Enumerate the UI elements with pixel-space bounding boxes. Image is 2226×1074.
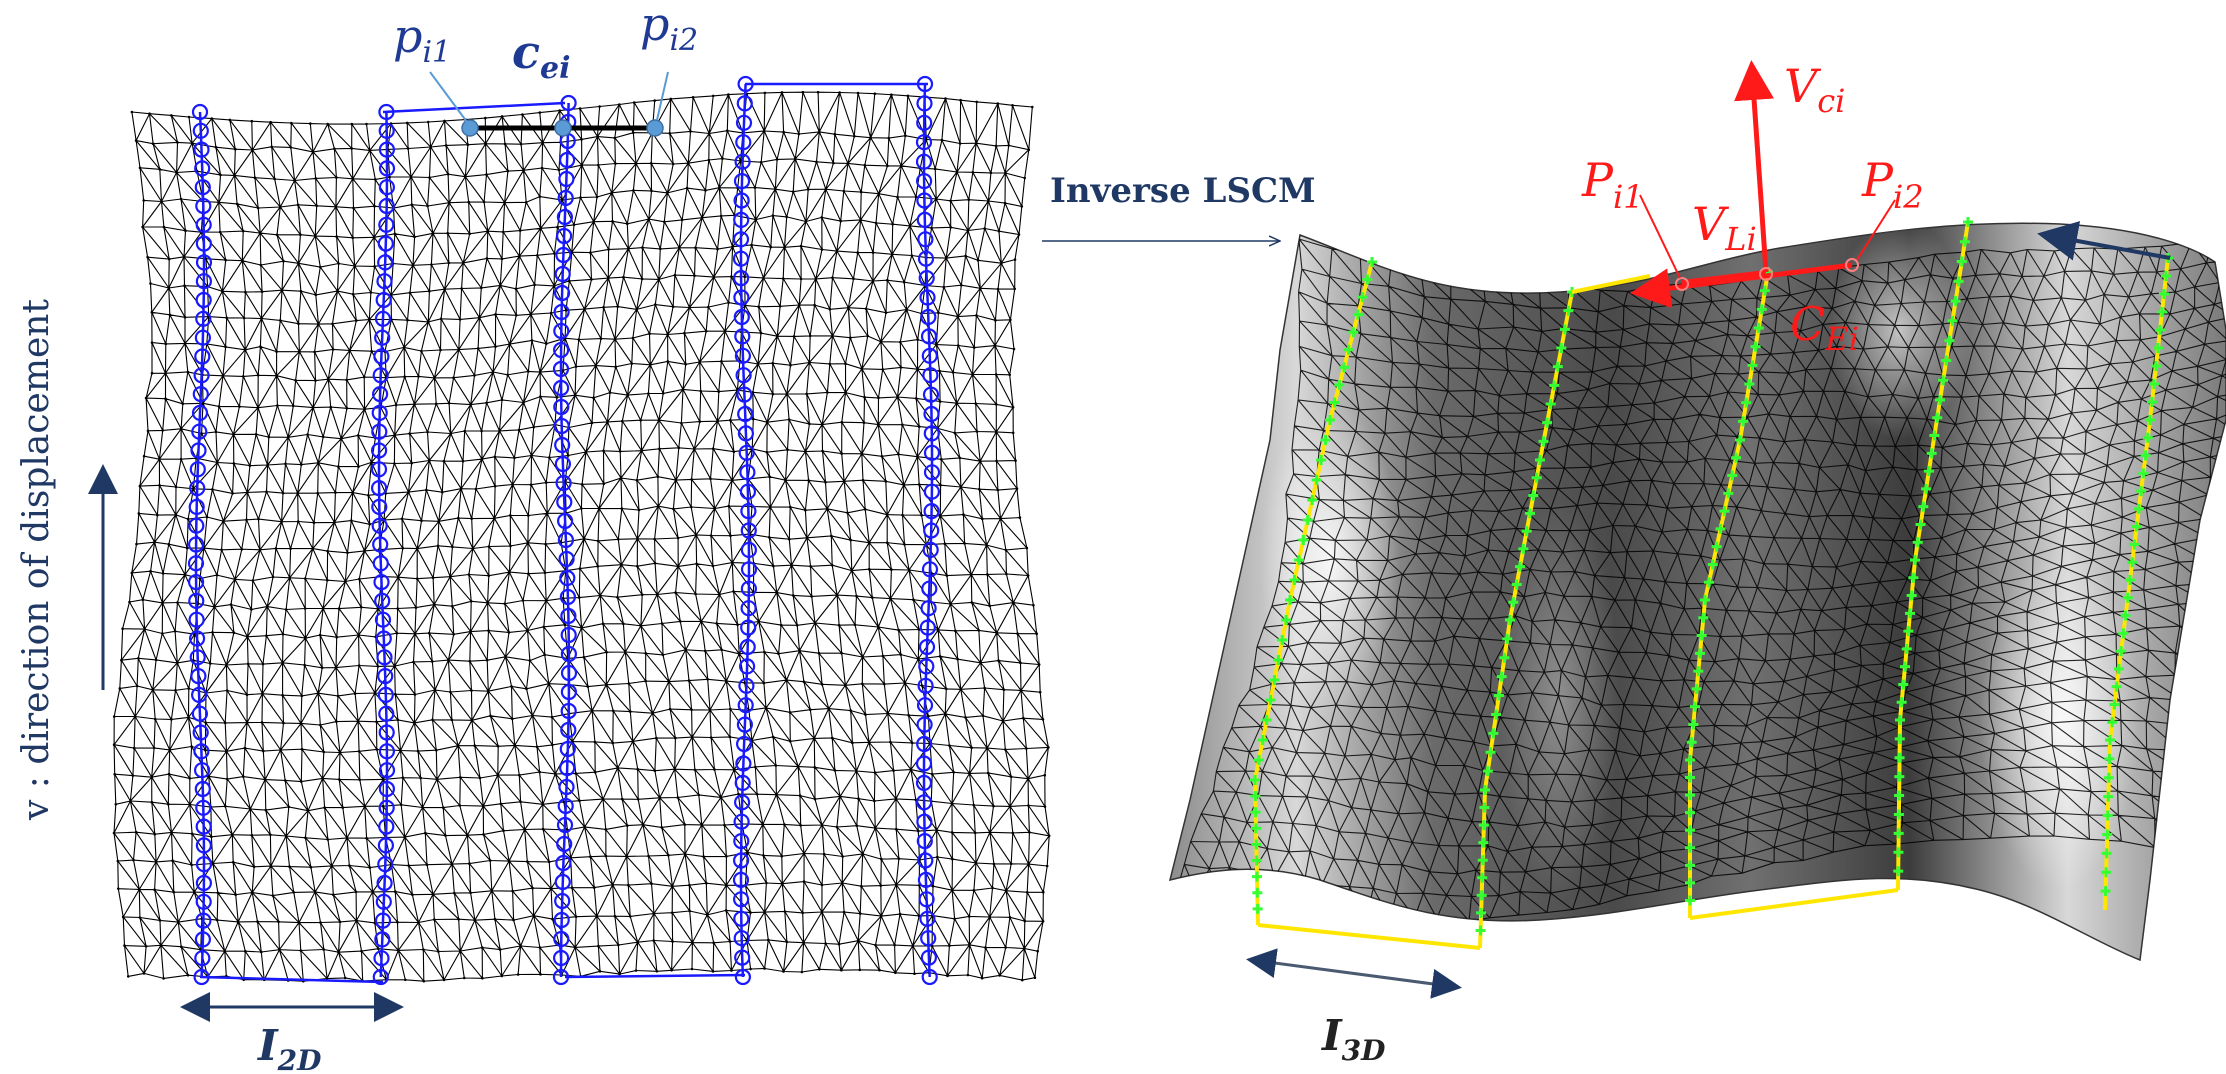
label-c-ei-3d: CEi: [1790, 297, 1859, 358]
label-p-i2: pi2: [640, 0, 698, 58]
label-v-li: VLi: [1692, 197, 1757, 258]
surface-direction-arrow: [2037, 221, 2171, 261]
segment-c-ei: [429, 71, 669, 137]
displacement-direction-label: v : direction of displacement: [16, 299, 57, 821]
parametric-mesh-2d: [112, 90, 1051, 983]
inverse-lscm-label: Inverse LSCM: [1050, 171, 1316, 211]
segment-c-ei-3d: [1681, 270, 1767, 288]
label-p-i2-3d: Pi2: [1861, 153, 1924, 216]
label-p-i1: pi1: [393, 9, 451, 70]
label-i-2d: I2D: [257, 1021, 322, 1074]
vectors-3d: [1630, 60, 1896, 309]
vector-v-ci: [1734, 60, 1775, 273]
label-v-ci: Vci: [1784, 59, 1845, 120]
label-p-i1-3d: Pi1: [1581, 153, 1644, 216]
surface-3d: [1168, 222, 2226, 962]
label-i-3d: I3D: [1321, 1011, 1386, 1067]
width-arrow-3d: [1246, 948, 1462, 999]
label-c-ei: cei: [512, 25, 571, 86]
isolines-2d: [187, 75, 941, 986]
